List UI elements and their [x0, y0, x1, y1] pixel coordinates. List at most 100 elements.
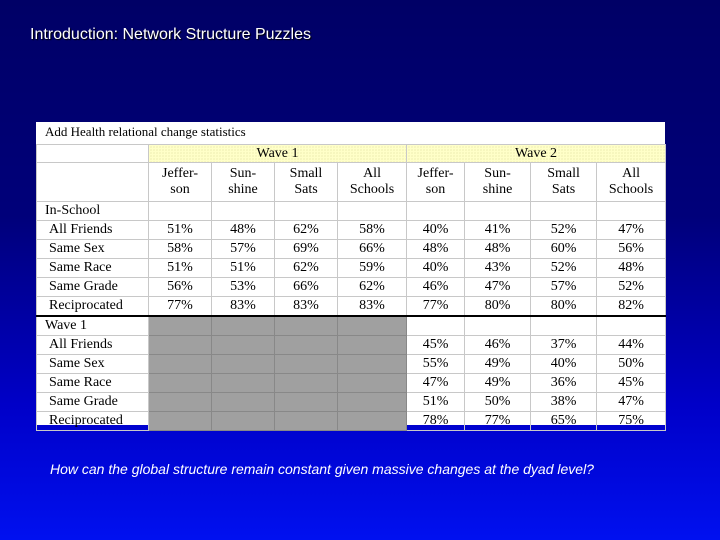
- wave-header: Wave 2: [406, 144, 667, 163]
- table-cell: [336, 354, 408, 374]
- row-label: Same Grade: [36, 277, 149, 297]
- column-header-line: Sats: [294, 182, 318, 197]
- table-cell: 50%: [596, 354, 667, 374]
- table-row: Reciprocated 77% 83% 83% 83% 77% 80% 80% 82%: [36, 296, 667, 317]
- table-cell: 52%: [530, 220, 598, 240]
- relational-change-table: Wave 1 Wave 2 Jeffer-son Sun-shine Small Sats…: [36, 144, 667, 431]
- row-label: Same Race: [36, 373, 149, 393]
- row-label: Same Grade: [36, 392, 149, 412]
- column-header-line: son: [425, 182, 446, 197]
- table-cell: [406, 201, 466, 221]
- table-cell: 49%: [464, 373, 532, 393]
- table-cell: 46%: [406, 277, 466, 297]
- table-cell: [148, 392, 212, 412]
- table-cell: 62%: [274, 258, 338, 278]
- table-cell: 65%: [530, 411, 598, 431]
- table-cell: [274, 315, 338, 336]
- table-cell: 47%: [464, 277, 532, 297]
- table-cell: [148, 315, 212, 336]
- table-cell: 38%: [530, 392, 598, 412]
- table-caption: Add Health relational change statistics: [45, 124, 246, 139]
- column-header-line: Small: [289, 166, 323, 181]
- table-cell: [336, 315, 408, 336]
- slide-title: Introduction: Network Structure Puzzles: [30, 26, 312, 43]
- table-cell: 60%: [530, 239, 598, 259]
- table-cell: [464, 315, 532, 336]
- wave-header-row: Wave 1 Wave 2: [36, 144, 667, 163]
- column-header-line: shine: [228, 182, 258, 197]
- table-cell: [274, 201, 338, 221]
- table-cell: 66%: [274, 277, 338, 297]
- table-row: Same Sex 58% 57% 69% 66% 48% 48% 60% 56%: [36, 239, 667, 259]
- column-header-line: Schools: [349, 182, 395, 197]
- table-cell: 59%: [336, 258, 408, 278]
- table-cell: 46%: [464, 335, 532, 355]
- table-cell: 58%: [148, 239, 212, 259]
- corner-cell: [36, 144, 149, 163]
- row-label: Same Sex: [36, 239, 149, 259]
- table-cell: [211, 201, 275, 221]
- table-cell: 41%: [464, 220, 532, 240]
- table-row: Same Grade 51% 50% 38% 47%: [36, 392, 667, 412]
- table-cell: [274, 354, 338, 374]
- table-cell: 47%: [596, 220, 667, 240]
- table-cell: [336, 373, 408, 393]
- table-cell: 48%: [211, 220, 275, 240]
- column-header-line: Jeffer-: [417, 166, 454, 181]
- table-cell: 49%: [464, 354, 532, 374]
- row-label: Same Sex: [36, 354, 149, 374]
- table-cell: 66%: [336, 239, 408, 259]
- column-header-line: son: [170, 182, 190, 197]
- table-cell: 77%: [148, 296, 212, 317]
- table-cell: [336, 392, 408, 412]
- column-header: Jeffer-son: [406, 162, 466, 202]
- section-label: In-School: [36, 201, 149, 221]
- table-cell: 62%: [274, 220, 338, 240]
- table-cell: [274, 373, 338, 393]
- table-cell: 62%: [336, 277, 408, 297]
- table-cell: 80%: [464, 296, 532, 317]
- row-label: All Friends: [36, 220, 149, 240]
- table-cell: [336, 201, 408, 221]
- table-cell: [211, 335, 275, 355]
- table-cell: 80%: [530, 296, 598, 317]
- table-cell: 50%: [464, 392, 532, 412]
- table-cell: [464, 201, 532, 221]
- table-cell: [336, 411, 408, 431]
- table-cell: 48%: [406, 239, 466, 259]
- table-cell: 40%: [530, 354, 598, 374]
- table-cell: [148, 201, 212, 221]
- column-header-line: Sun-: [229, 166, 257, 181]
- table-cell: [148, 354, 212, 374]
- table-cell: 83%: [211, 296, 275, 317]
- table-cell: 45%: [596, 373, 667, 393]
- table-cell: 40%: [406, 258, 466, 278]
- column-header: All Schools: [336, 162, 408, 202]
- table-row: Same Race 51% 51% 62% 59% 40% 43% 52% 48%: [36, 258, 667, 278]
- column-header: Small Sats: [274, 162, 338, 202]
- table-cell: 51%: [406, 392, 466, 412]
- table-cell: 58%: [336, 220, 408, 240]
- table-cell: 83%: [274, 296, 338, 317]
- table-row: Reciprocated 78% 77% 65% 75%: [36, 411, 667, 431]
- table-cell: 83%: [336, 296, 408, 317]
- table-row: All Friends 45% 46% 37% 44%: [36, 335, 667, 355]
- table-cell: 36%: [530, 373, 598, 393]
- wave-header: Wave 1: [147, 144, 408, 163]
- table-cell: 77%: [464, 411, 532, 431]
- table-cell: 45%: [406, 335, 466, 355]
- section-header-row: In-School: [36, 201, 667, 221]
- column-header-line: Sun-: [484, 166, 511, 181]
- column-header-line: Small: [547, 166, 580, 181]
- table-cell: [148, 335, 212, 355]
- table-cell: 56%: [596, 239, 667, 259]
- table-cell: [211, 411, 275, 431]
- table-row: Same Race 47% 49% 36% 45%: [36, 373, 667, 393]
- footer-question: How can the global structure remain cons…: [50, 461, 594, 477]
- table-cell: 44%: [596, 335, 667, 355]
- table-cell: [211, 392, 275, 412]
- table-cell: 77%: [406, 296, 466, 317]
- column-header-line: Sats: [551, 182, 576, 197]
- table-cell: 69%: [274, 239, 338, 259]
- table-cell: 48%: [596, 258, 667, 278]
